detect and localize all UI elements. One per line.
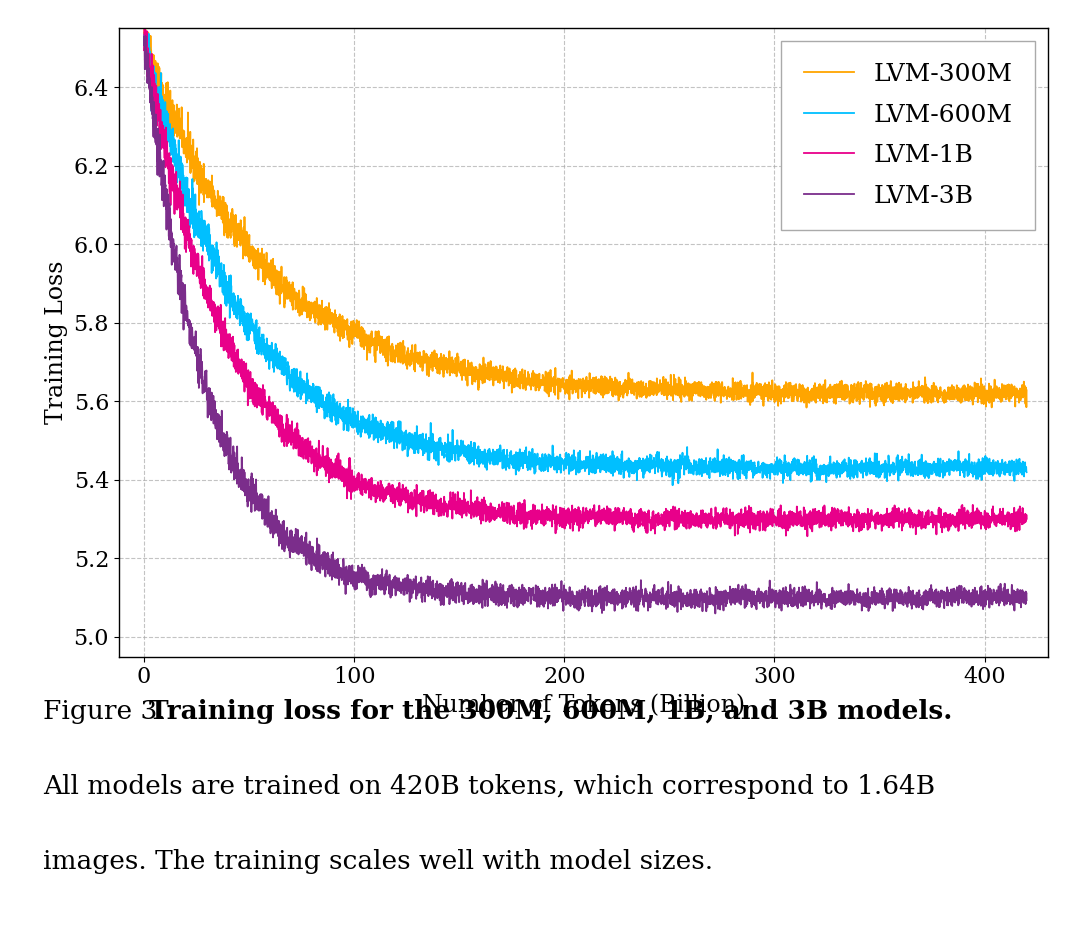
Line: LVM-300M: LVM-300M bbox=[144, 23, 1027, 407]
LVM-3B bbox=[232, 478, 245, 490]
LVM-1B bbox=[801, 531, 814, 542]
LVM-600M bbox=[139, 28, 152, 39]
LVM-300M bbox=[818, 394, 831, 405]
LVM-300M bbox=[705, 381, 718, 392]
LVM-600M bbox=[137, 37, 150, 48]
LVM-3B bbox=[705, 591, 718, 602]
LVM-1B bbox=[232, 358, 245, 370]
LVM-3B bbox=[708, 608, 721, 619]
LVM-300M bbox=[138, 18, 151, 29]
LVM-1B bbox=[515, 508, 528, 520]
LVM-600M bbox=[666, 479, 679, 491]
Line: LVM-3B: LVM-3B bbox=[144, 36, 1027, 613]
LVM-300M bbox=[1021, 385, 1034, 396]
Text: All models are trained on 420B tokens, which correspond to 1.64B: All models are trained on 420B tokens, w… bbox=[43, 774, 935, 799]
LVM-600M bbox=[818, 469, 831, 480]
LVM-300M bbox=[800, 401, 813, 413]
Text: Training loss for the 300M, 600M, 1B, and 3B models.: Training loss for the 300M, 600M, 1B, an… bbox=[149, 699, 953, 724]
LVM-3B bbox=[137, 31, 150, 42]
LVM-600M bbox=[706, 460, 719, 471]
LVM-300M bbox=[232, 226, 245, 237]
LVM-3B bbox=[139, 30, 152, 41]
LVM-600M bbox=[232, 308, 245, 319]
LVM-3B bbox=[515, 582, 528, 593]
LVM-1B bbox=[137, 44, 150, 55]
Text: images. The training scales well with model sizes.: images. The training scales well with mo… bbox=[43, 849, 713, 874]
Text: Figure 3.: Figure 3. bbox=[43, 699, 174, 724]
X-axis label: Number of Tokens (Billion): Number of Tokens (Billion) bbox=[421, 694, 745, 717]
Line: LVM-1B: LVM-1B bbox=[144, 28, 1027, 537]
LVM-600M bbox=[481, 456, 494, 467]
LVM-300M bbox=[515, 368, 528, 379]
LVM-300M bbox=[933, 390, 946, 401]
LVM-3B bbox=[818, 596, 831, 607]
LVM-3B bbox=[1021, 595, 1034, 606]
LVM-3B bbox=[481, 584, 494, 596]
Legend: LVM-300M, LVM-600M, LVM-1B, LVM-3B: LVM-300M, LVM-600M, LVM-1B, LVM-3B bbox=[781, 40, 1035, 230]
LVM-300M bbox=[137, 27, 150, 38]
Y-axis label: Training Loss: Training Loss bbox=[45, 261, 68, 424]
LVM-600M bbox=[515, 456, 528, 467]
LVM-600M bbox=[1021, 466, 1034, 477]
LVM-1B bbox=[818, 519, 831, 530]
LVM-3B bbox=[933, 601, 946, 613]
LVM-1B bbox=[705, 517, 718, 528]
LVM-1B bbox=[481, 501, 494, 512]
LVM-1B bbox=[138, 23, 151, 34]
LVM-1B bbox=[1021, 513, 1034, 524]
LVM-300M bbox=[481, 363, 494, 374]
Line: LVM-600M: LVM-600M bbox=[144, 34, 1027, 485]
LVM-600M bbox=[933, 466, 946, 477]
LVM-1B bbox=[933, 517, 946, 528]
